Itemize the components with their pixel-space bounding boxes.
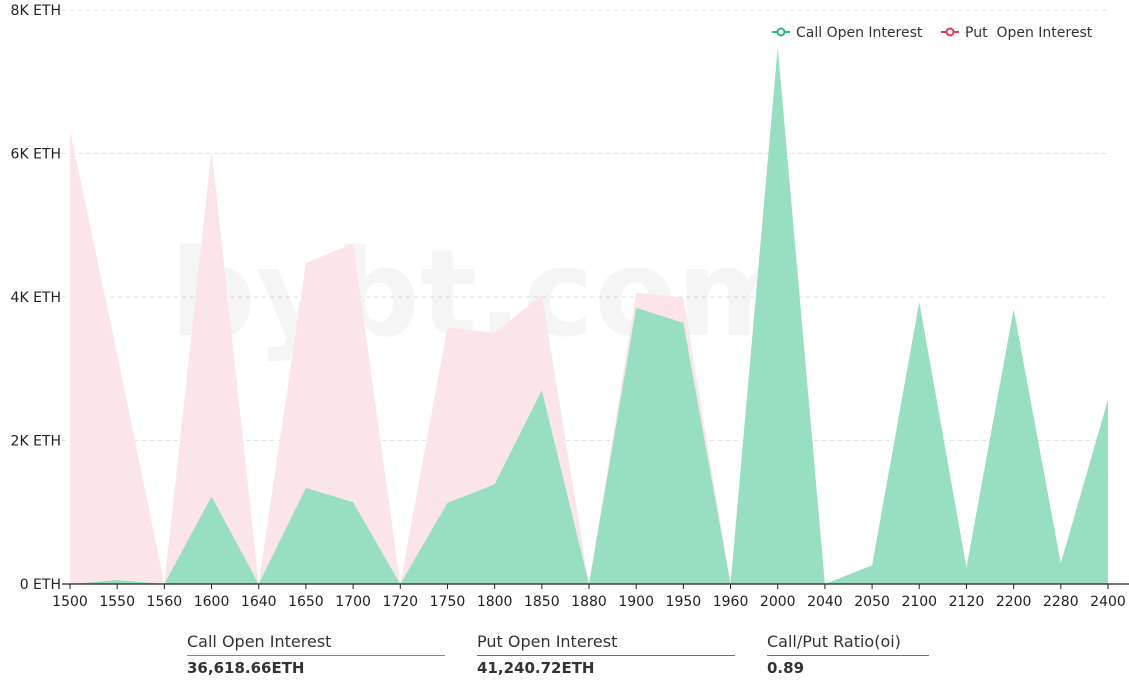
call-oi-point[interactable]	[1057, 559, 1065, 567]
x-tick-label: 1950	[666, 594, 702, 610]
call-oi-point[interactable]	[1104, 396, 1112, 404]
x-tick-label: 2200	[996, 594, 1032, 610]
put-oi-stat: Put Open Interest 41,240.72ETH	[477, 632, 735, 677]
x-tick-label: 1800	[477, 594, 513, 610]
put-oi-point[interactable]	[113, 350, 121, 358]
call-oi-point[interactable]	[679, 319, 687, 327]
call-oi-point[interactable]	[538, 386, 546, 394]
x-tick-label: 1640	[241, 594, 277, 610]
call-oi-stat: Call Open Interest 36,618.66ETH	[187, 632, 445, 677]
x-tick-label: 1850	[524, 594, 560, 610]
call-oi-point[interactable]	[113, 576, 121, 584]
x-tick-label: 1960	[713, 594, 749, 610]
x-tick-label: 1880	[571, 594, 607, 610]
y-tick-label: 8K ETH	[11, 3, 61, 19]
series-areas	[66, 43, 1112, 585]
x-tick-label: 1550	[99, 594, 135, 610]
x-tick-label: 1650	[288, 594, 324, 610]
x-tick-label: 1720	[382, 594, 418, 610]
call-oi-point[interactable]	[915, 298, 923, 306]
call-oi-point[interactable]	[302, 484, 310, 492]
ratio-value: 0.89	[767, 659, 805, 677]
put-oi-point[interactable]	[302, 259, 310, 267]
x-tick-label: 2120	[949, 594, 985, 610]
legend-marker-put	[945, 27, 955, 37]
put-oi-point[interactable]	[632, 289, 640, 297]
x-tick-label: 1600	[194, 594, 230, 610]
x-axis-ticks: 1500 1550 1560 1600 1640 1650 1700 1720 1750 1800…	[52, 584, 1126, 610]
x-tick-label: 1560	[147, 594, 183, 610]
x-tick-label: 2000	[760, 594, 796, 610]
call-oi-point[interactable]	[1010, 305, 1018, 313]
x-tick-label: 2050	[854, 594, 890, 610]
x-tick-label: 1750	[430, 594, 466, 610]
y-tick-label: 0 ETH	[20, 577, 61, 593]
y-tick-label: 4K ETH	[11, 290, 61, 306]
call-oi-point[interactable]	[774, 43, 782, 51]
put-oi-point[interactable]	[538, 291, 546, 299]
x-tick-label: 1500	[52, 594, 88, 610]
ratio-label: Call/Put Ratio(oi)	[767, 632, 929, 656]
call-oi-point[interactable]	[632, 304, 640, 312]
legend-item-put[interactable]: Put Open Interest	[941, 25, 1093, 41]
grid-lines	[62, 9, 1108, 441]
call-oi-point[interactable]	[443, 499, 451, 507]
legend-item-call[interactable]: Call Open Interest	[772, 25, 923, 41]
legend: Call Open Interest Put Open Interest	[772, 25, 1093, 41]
call-oi-point[interactable]	[868, 561, 876, 569]
y-axis-ticks: 0 ETH 2K ETH 4K ETH 6K ETH 8K ETH	[11, 3, 61, 593]
put-oi-point[interactable]	[443, 323, 451, 331]
summary-stats: Call Open Interest 36,618.66ETH Put Open…	[0, 632, 1129, 687]
put-oi-point[interactable]	[491, 329, 499, 337]
put-oi-point[interactable]	[679, 294, 687, 302]
call-oi-point[interactable]	[349, 498, 357, 506]
x-tick-label: 2040	[807, 594, 843, 610]
put-oi-point[interactable]	[66, 127, 74, 135]
put-oi-area	[70, 130, 1108, 585]
call-oi-point[interactable]	[208, 492, 216, 500]
x-tick-label: 1900	[618, 594, 654, 610]
y-tick-label: 2K ETH	[11, 434, 61, 450]
y-tick-label: 6K ETH	[11, 147, 61, 163]
x-tick-label: 2280	[1043, 594, 1079, 610]
x-tick-label: 1700	[335, 594, 371, 610]
legend-marker-call	[776, 27, 786, 37]
x-tick-label: 2100	[901, 594, 937, 610]
legend-label-put: Put Open Interest	[965, 25, 1093, 41]
put-oi-label: Put Open Interest	[477, 632, 735, 656]
call-oi-area	[70, 47, 1108, 585]
legend-label-call: Call Open Interest	[796, 25, 923, 41]
call-oi-point[interactable]	[491, 480, 499, 488]
ratio-stat: Call/Put Ratio(oi) 0.89	[767, 632, 929, 677]
call-oi-point[interactable]	[962, 563, 970, 571]
put-oi-point[interactable]	[208, 146, 216, 154]
call-oi-label: Call Open Interest	[187, 632, 445, 656]
x-tick-label: 2400	[1090, 594, 1126, 610]
put-oi-point[interactable]	[349, 239, 357, 247]
put-oi-value: 41,240.72ETH	[477, 659, 595, 677]
call-oi-value: 36,618.66ETH	[187, 659, 305, 677]
